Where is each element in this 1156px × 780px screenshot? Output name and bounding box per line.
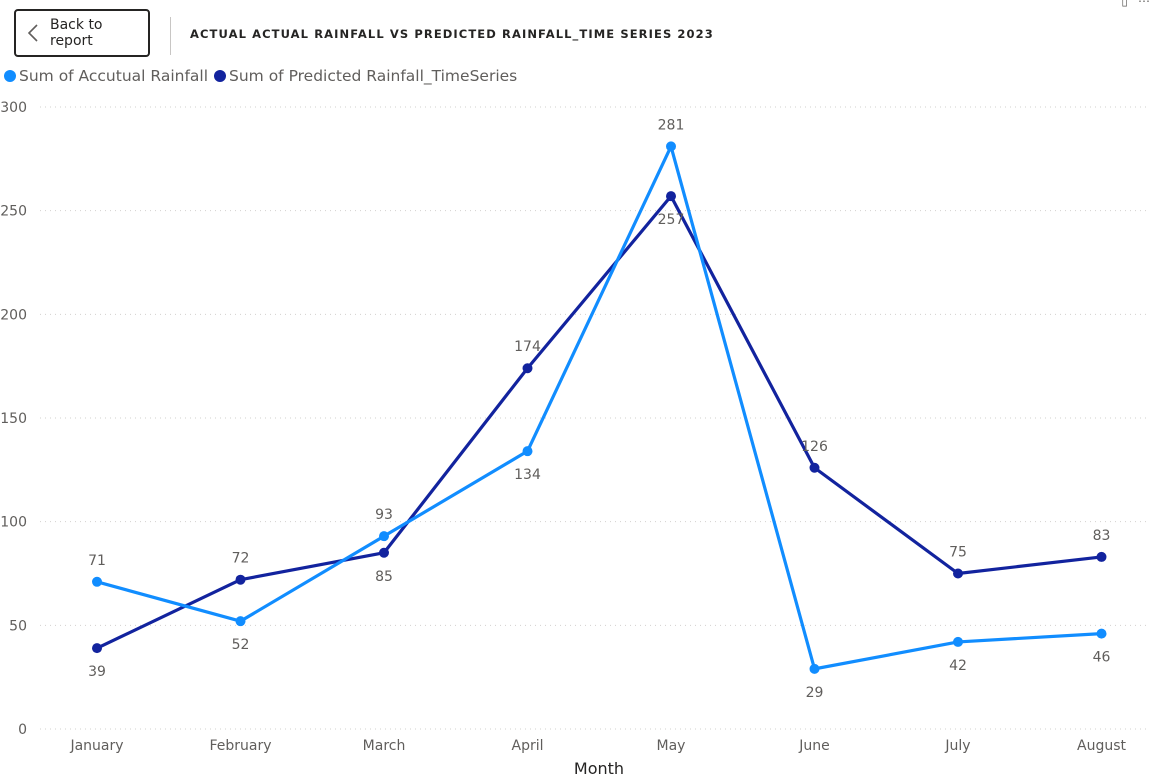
legend-item-predicted[interactable]: Sum of Predicted Rainfall_TimeSeries	[214, 67, 517, 85]
data-point-actual[interactable]	[1096, 628, 1107, 639]
back-to-report-label: Back to report	[50, 17, 103, 49]
data-label-actual: 29	[806, 685, 824, 701]
y-tick-label: 50	[9, 618, 27, 634]
chart-legend: Sum of Accutual Rainfall Sum of Predicte…	[4, 67, 523, 85]
y-tick-label: 200	[0, 307, 27, 323]
page-title: ACTUAL ACTUAL RAINFALL VS PREDICTED RAIN…	[190, 27, 714, 41]
data-point-predicted[interactable]	[666, 191, 676, 202]
legend-dot-actual	[4, 70, 16, 82]
filter-icon[interactable]: ▯	[1121, 0, 1128, 8]
data-point-actual[interactable]	[809, 663, 820, 674]
data-point-predicted[interactable]	[235, 574, 246, 585]
gridlines	[40, 106, 1150, 730]
data-point-predicted[interactable]	[379, 547, 389, 558]
x-tick-label: June	[798, 738, 830, 754]
x-tick-label: July	[944, 738, 970, 754]
y-tick-label: 150	[0, 411, 27, 427]
data-label-predicted: 174	[514, 339, 541, 355]
data-label-predicted: 39	[88, 664, 106, 680]
data-label-predicted: 72	[232, 551, 250, 567]
data-label-actual: 46	[1093, 650, 1111, 666]
y-tick-label: 0	[18, 722, 27, 738]
y-tick-label: 250	[0, 204, 27, 220]
data-point-actual[interactable]	[666, 141, 676, 152]
data-label-predicted: 83	[1093, 528, 1111, 544]
legend-label-predicted: Sum of Predicted Rainfall_TimeSeries	[229, 67, 518, 85]
data-point-predicted[interactable]	[522, 363, 533, 374]
x-axis-ticks: January February March April May June July Augu…	[69, 738, 1126, 754]
x-axis-title: Month	[574, 759, 624, 778]
data-point-predicted[interactable]	[809, 462, 820, 473]
data-point-actual[interactable]	[953, 636, 963, 647]
data-label-actual: 134	[514, 467, 541, 483]
y-axis-ticks: 0 50 100 150 200 250 300	[0, 100, 27, 738]
data-label-actual: 52	[232, 637, 250, 653]
data-label-predicted: 85	[375, 569, 393, 585]
data-point-actual[interactable]	[379, 531, 389, 542]
y-tick-label: 100	[0, 515, 27, 531]
data-label-actual: 42	[949, 658, 967, 674]
data-point-predicted[interactable]	[953, 568, 963, 579]
series-line-actual[interactable]	[96, 144, 1102, 671]
series-line-predicted[interactable]	[96, 194, 1102, 650]
data-label-actual: 71	[88, 553, 106, 569]
x-tick-label: March	[363, 738, 406, 754]
x-tick-label: May	[657, 738, 686, 754]
data-labels: 71 39 52 72 93 85 134 174 281 257 29 126 42 75 46 83	[88, 117, 1110, 700]
data-label-actual: 281	[658, 117, 685, 133]
legend-label-actual: Sum of Accutual Rainfall	[19, 67, 209, 85]
data-point-actual[interactable]	[235, 616, 246, 627]
visual-header-icons: ▯ ⋯	[1121, 0, 1150, 8]
series-lines	[92, 141, 1107, 674]
legend-dot-predicted	[214, 70, 227, 82]
header-divider	[170, 17, 171, 55]
chevron-left-icon	[23, 22, 45, 44]
x-tick-label: January	[69, 738, 123, 754]
data-point-predicted[interactable]	[92, 643, 102, 654]
data-label-predicted: 257	[658, 212, 685, 228]
data-point-predicted[interactable]	[1096, 551, 1107, 562]
legend-item-actual[interactable]: Sum of Accutual Rainfall	[4, 67, 208, 85]
data-point-actual[interactable]	[522, 446, 533, 457]
data-label-predicted: 75	[949, 545, 967, 561]
y-tick-label: 300	[0, 100, 27, 116]
x-tick-label: August	[1077, 738, 1127, 754]
data-label-predicted: 126	[801, 439, 828, 455]
data-point-actual[interactable]	[92, 576, 102, 587]
back-to-report-button[interactable]: Back to report	[14, 9, 150, 57]
x-tick-label: April	[512, 738, 544, 754]
data-label-actual: 93	[375, 507, 393, 523]
x-tick-label: February	[209, 738, 271, 754]
more-options-icon[interactable]: ⋯	[1138, 0, 1150, 8]
